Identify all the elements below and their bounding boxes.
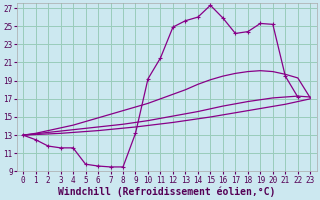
X-axis label: Windchill (Refroidissement éolien,°C): Windchill (Refroidissement éolien,°C) [58,186,276,197]
